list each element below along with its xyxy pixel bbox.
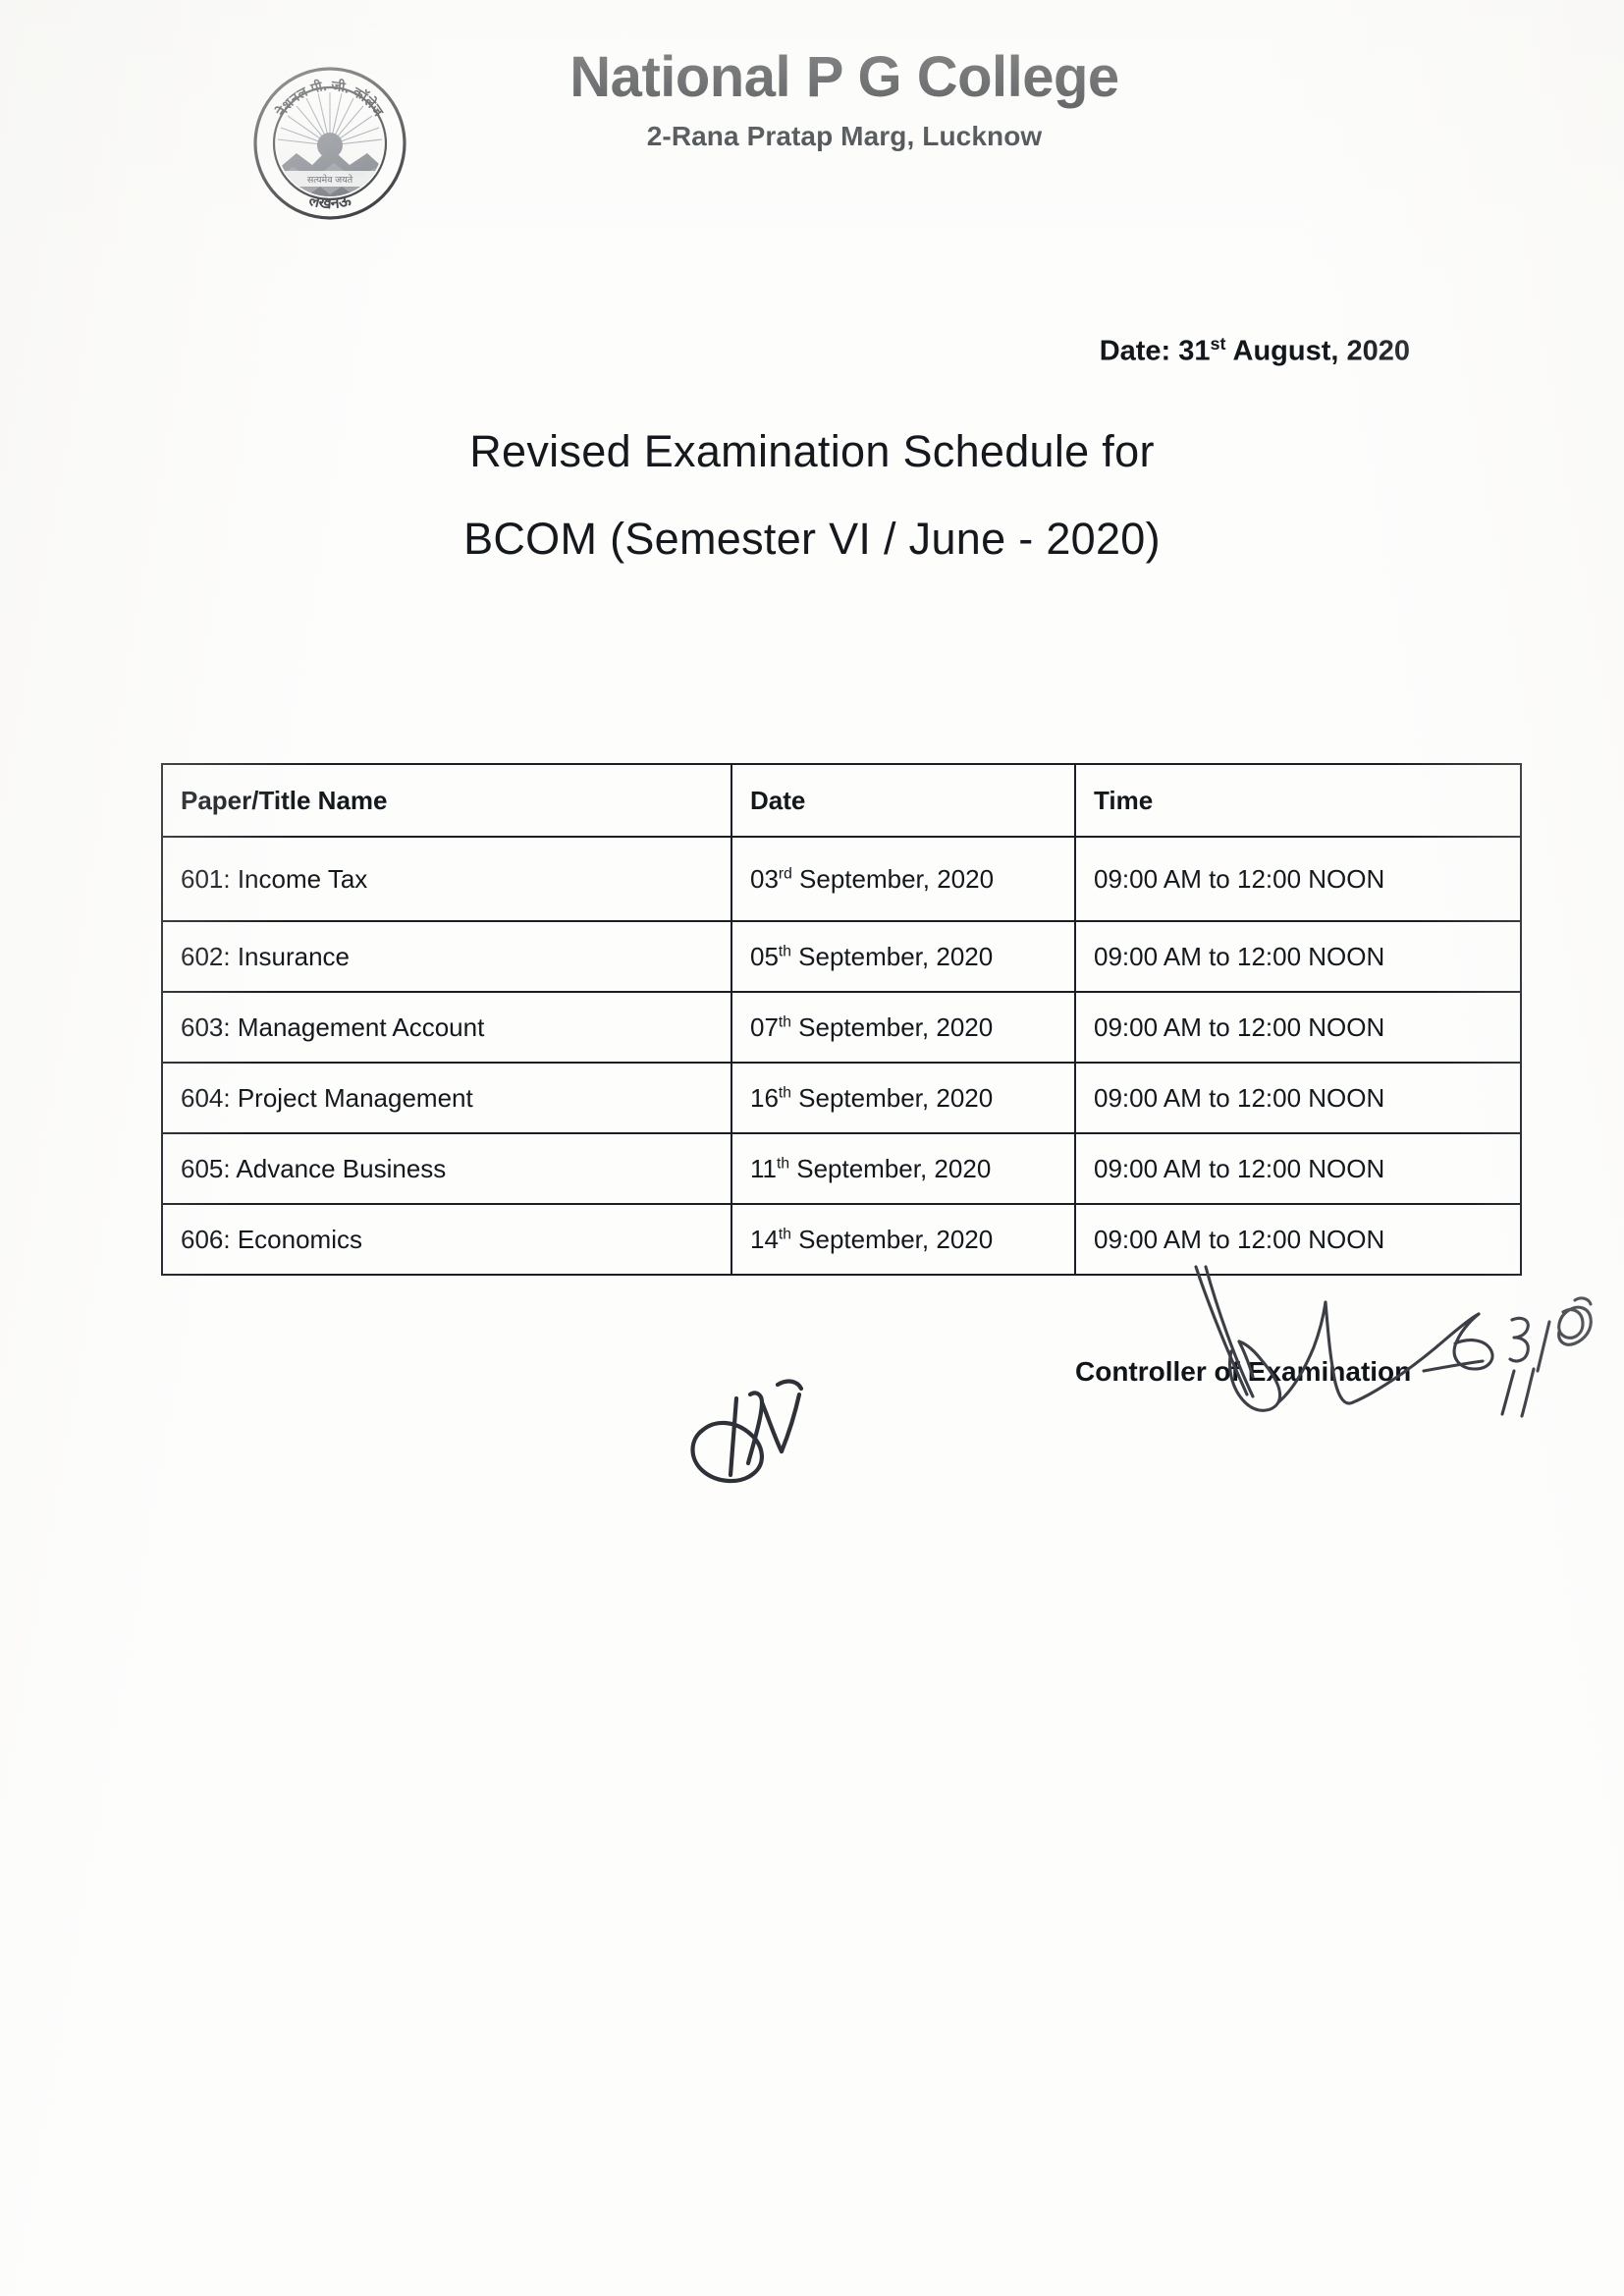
cell-paper: 604: Project Management <box>161 1062 732 1134</box>
seal-motto-text: सत्यमेव जयते <box>307 174 353 186</box>
cell-time: 09:00 AM to 12:00 NOON <box>1074 1203 1522 1276</box>
cell-date: 03rd September, 2020 <box>731 836 1076 922</box>
cell-time: 09:00 AM to 12:00 NOON <box>1074 920 1522 993</box>
table-row: 604: Project Management 16th September, … <box>161 1062 1522 1134</box>
date-rest: August, 2020 <box>1225 335 1410 367</box>
exam-schedule-table: Paper/Title Name Date Time 601: Income T… <box>161 763 1522 1276</box>
page-title-line1: Revised Examination Schedule for <box>469 426 1155 476</box>
column-header-date: Date <box>731 763 1076 838</box>
cell-date: 16th September, 2020 <box>731 1062 1076 1134</box>
seal-bottom-text: लखनऊ <box>306 191 354 212</box>
table-header-row: Paper/Title Name Date Time <box>161 763 1522 838</box>
page-title-line2: BCOM (Semester VI / June - 2020) <box>463 514 1161 564</box>
table-row: 606: Economics 14th September, 2020 09:0… <box>161 1203 1522 1276</box>
date-ordinal: st <box>1210 334 1226 354</box>
cell-paper: 601: Income Tax <box>161 836 732 922</box>
page-title: Revised Examination Schedule for BCOM (S… <box>0 429 1624 561</box>
cell-time: 09:00 AM to 12:00 NOON <box>1074 1132 1522 1205</box>
cell-paper: 603: Management Account <box>161 991 732 1064</box>
cell-date: 14th September, 2020 <box>731 1203 1076 1276</box>
cell-date: 07th September, 2020 <box>731 991 1076 1064</box>
signature-label: Controller of Examination <box>1075 1356 1412 1387</box>
table-row: 605: Advance Business 11th September, 20… <box>161 1132 1522 1205</box>
cell-paper: 605: Advance Business <box>161 1132 732 1205</box>
cell-time: 09:00 AM to 12:00 NOON <box>1074 836 1522 922</box>
college-seal-icon: सत्यमेव जयते नेशनल पी. जी. कॉलेज लखनऊ <box>232 55 428 232</box>
table-row: 601: Income Tax 03rd September, 2020 09:… <box>161 836 1522 922</box>
column-header-time: Time <box>1074 763 1522 838</box>
table-row: 603: Management Account 07th September, … <box>161 991 1522 1064</box>
cell-time: 09:00 AM to 12:00 NOON <box>1074 1062 1522 1134</box>
handwritten-initials-icon <box>660 1347 856 1495</box>
date-label: Date: <box>1099 335 1171 367</box>
cell-paper: 602: Insurance <box>161 920 732 993</box>
cell-date: 05th September, 2020 <box>731 920 1076 993</box>
letterhead: सत्यमेव जयते नेशनल पी. जी. कॉलेज लखनऊ Na… <box>0 45 1624 224</box>
letterhead-text: National P G College 2-Rana Pratap Marg,… <box>461 45 1227 152</box>
college-name: National P G College <box>569 45 1119 109</box>
table-row: 602: Insurance 05th September, 2020 09:0… <box>161 920 1522 993</box>
document-date: Date: 31st August, 2020 <box>1100 334 1410 368</box>
cell-time: 09:00 AM to 12:00 NOON <box>1074 991 1522 1064</box>
cell-paper: 606: Economics <box>161 1203 732 1276</box>
college-address: 2-Rana Pratap Marg, Lucknow <box>646 120 1043 151</box>
column-header-paper: Paper/Title Name <box>161 763 732 838</box>
cell-date: 11th September, 2020 <box>731 1132 1076 1205</box>
date-day: 31 <box>1178 335 1211 367</box>
